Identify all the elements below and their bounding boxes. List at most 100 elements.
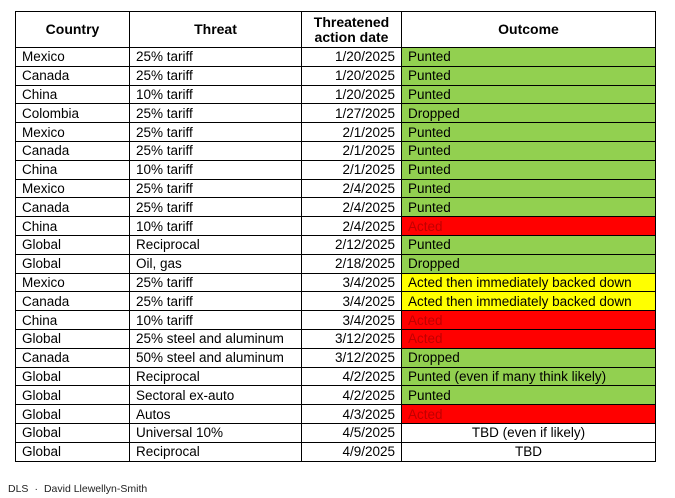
table-row: Canada 50% steel and aluminum 3/12/2025 Dro… — [15, 347, 656, 368]
table-row: Mexico 25% tariff 2/1/2025 Punted — [15, 122, 656, 142]
cell-outcome: Acted then immediately backed down — [401, 272, 656, 293]
cell-date: 2/4/2025 — [301, 197, 402, 218]
cell-outcome: Punted — [401, 122, 656, 142]
cell-date: 4/2/2025 — [301, 366, 402, 387]
cell-threat: 25% tariff — [129, 103, 302, 124]
cell-date: 2/1/2025 — [301, 140, 402, 161]
cell-date: 4/5/2025 — [301, 422, 402, 443]
cell-date: 2/4/2025 — [301, 178, 402, 199]
header-date: Threatened action date — [301, 11, 402, 48]
cell-country: Canada — [15, 197, 130, 218]
table-body: Mexico 25% tariff 1/20/2025 Punted Canada 25%… — [15, 47, 656, 462]
cell-date: 4/9/2025 — [301, 441, 402, 462]
cell-threat: 50% steel and aluminum — [129, 347, 302, 368]
cell-outcome: Dropped — [401, 103, 656, 124]
cell-outcome: TBD (even if likely) — [401, 422, 656, 443]
cell-threat: 25% tariff — [129, 291, 302, 312]
cell-threat: 25% tariff — [129, 140, 302, 161]
cell-outcome: Punted — [401, 197, 656, 218]
cell-outcome: Punted — [401, 178, 656, 199]
cell-date: 1/20/2025 — [301, 84, 402, 105]
header-row: Country Threat Threatened action date Ou… — [15, 11, 656, 48]
table-row: Mexico 25% tariff 2/4/2025 Punted — [15, 178, 656, 199]
cell-date: 2/12/2025 — [301, 234, 402, 255]
cell-threat: Oil, gas — [129, 253, 302, 274]
cell-date: 2/18/2025 — [301, 253, 402, 274]
cell-country: Global — [15, 422, 130, 443]
cell-country: China — [15, 84, 130, 105]
cell-date: 1/20/2025 — [301, 65, 402, 86]
cell-threat: 25% tariff — [129, 65, 302, 86]
table-row: China 10% tariff 2/1/2025 Punted — [15, 159, 656, 180]
header-outcome: Outcome — [401, 11, 656, 48]
cell-date: 2/1/2025 — [301, 159, 402, 180]
table-row: Colombia 25% tariff 1/27/2025 Dropped — [15, 103, 656, 124]
cell-threat: Autos — [129, 404, 302, 424]
credit-line: DLS · David Llewellyn-Smith — [8, 483, 147, 495]
cell-country: Canada — [15, 140, 130, 161]
cell-outcome: Dropped — [401, 347, 656, 368]
header-country: Country — [15, 11, 130, 48]
cell-country: Canada — [15, 65, 130, 86]
table-row: Mexico 25% tariff 1/20/2025 Punted — [15, 47, 656, 67]
cell-country: China — [15, 310, 130, 330]
cell-outcome: Punted — [401, 47, 656, 67]
cell-date: 1/20/2025 — [301, 47, 402, 67]
header-date-line2: action date — [314, 28, 389, 45]
table-row: China 10% tariff 1/20/2025 Punted — [15, 84, 656, 105]
cell-threat: 25% tariff — [129, 272, 302, 293]
cell-threat: Reciprocal — [129, 366, 302, 387]
table-row: Global Reciprocal 4/9/2025 TBD — [15, 441, 656, 462]
credit-source: DLS — [8, 483, 29, 495]
cell-threat: 10% tariff — [129, 310, 302, 330]
cell-outcome: Acted — [401, 216, 656, 236]
cell-outcome: Acted — [401, 404, 656, 424]
cell-outcome: TBD — [401, 441, 656, 462]
cell-outcome: Punted — [401, 140, 656, 161]
cell-outcome: Punted — [401, 65, 656, 86]
cell-country: Canada — [15, 291, 130, 312]
header-threat: Threat — [129, 11, 302, 48]
cell-date: 3/12/2025 — [301, 347, 402, 368]
table-row: Global Sectoral ex-auto 4/2/2025 Punted — [15, 385, 656, 406]
cell-threat: 10% tariff — [129, 84, 302, 105]
header-date-line1: Threatened — [313, 13, 390, 30]
table-row: Canada 25% tariff 3/4/2025 Acted then immed… — [15, 291, 656, 312]
cell-outcome: Punted — [401, 84, 656, 105]
cell-outcome: Dropped — [401, 253, 656, 274]
cell-country: China — [15, 159, 130, 180]
cell-date: 1/27/2025 — [301, 103, 402, 124]
cell-date: 2/4/2025 — [301, 216, 402, 236]
cell-country: Global — [15, 366, 130, 387]
cell-outcome: Punted (even if many think likely) — [401, 366, 656, 387]
cell-date: 3/4/2025 — [301, 272, 402, 293]
table-row: Canada 25% tariff 1/20/2025 Punted — [15, 65, 656, 86]
cell-date: 3/4/2025 — [301, 291, 402, 312]
cell-country: Global — [15, 404, 130, 424]
cell-country: Global — [15, 385, 130, 406]
table-row: Canada 25% tariff 2/1/2025 Punted — [15, 140, 656, 161]
cell-outcome: Punted — [401, 385, 656, 406]
cell-threat: Reciprocal — [129, 234, 302, 255]
cell-country: Colombia — [15, 103, 130, 124]
table-row: Global Reciprocal 2/12/2025 Punted — [15, 234, 656, 255]
tariff-threats-table: Country Threat Threatened action date Ou… — [15, 11, 656, 462]
cell-country: Global — [15, 234, 130, 255]
cell-date: 3/12/2025 — [301, 328, 402, 349]
cell-country: Canada — [15, 347, 130, 368]
cell-threat: 10% tariff — [129, 159, 302, 180]
cell-country: Mexico — [15, 178, 130, 199]
cell-threat: 25% tariff — [129, 197, 302, 218]
table-row: Global Universal 10% 4/5/2025 TBD (even if … — [15, 422, 656, 443]
cell-country: Global — [15, 441, 130, 462]
cell-country: Global — [15, 328, 130, 349]
cell-outcome: Punted — [401, 159, 656, 180]
table-row: Mexico 25% tariff 3/4/2025 Acted then immed… — [15, 272, 656, 293]
table-row: Global Reciprocal 4/2/2025 Punted (even if … — [15, 366, 656, 387]
table-row: Canada 25% tariff 2/4/2025 Punted — [15, 197, 656, 218]
cell-outcome: Punted — [401, 234, 656, 255]
credit-separator: · — [34, 483, 38, 495]
cell-country: China — [15, 216, 130, 236]
cell-threat: 25% tariff — [129, 122, 302, 142]
cell-date: 4/2/2025 — [301, 385, 402, 406]
